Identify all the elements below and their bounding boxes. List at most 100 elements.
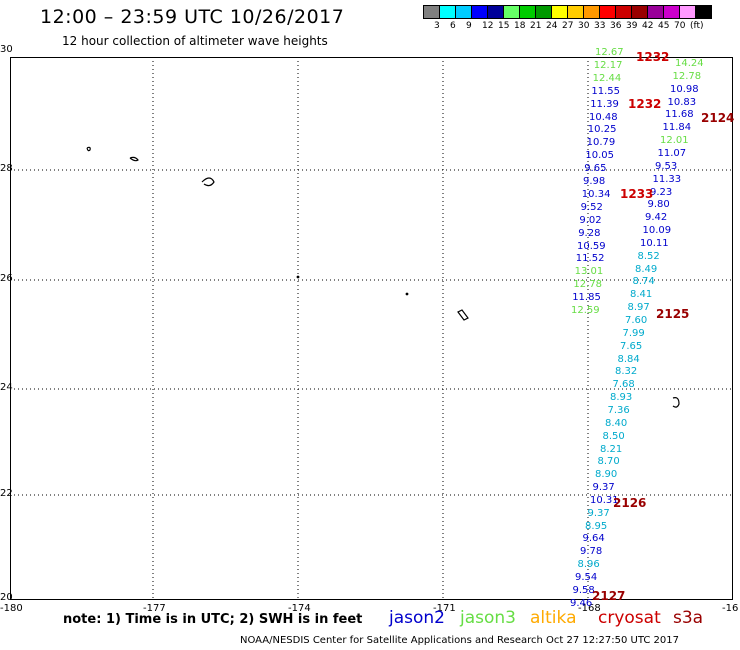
island-shape (457, 309, 469, 321)
grid-lines (10, 57, 733, 600)
legend-label: 42 (642, 21, 654, 31)
track2-value: 9.53 (655, 160, 678, 172)
legend-swatches (423, 5, 740, 19)
legend-label: 12 (482, 21, 494, 31)
legend-label: 6 (450, 21, 456, 31)
track2-value: 9.37 (592, 482, 615, 494)
track1-value: 12.78 (573, 279, 603, 291)
track2-value: 9.23 (650, 186, 673, 198)
track2-value: 11.07 (657, 147, 687, 159)
x-axis-label: -174 (288, 603, 311, 614)
track2-value: 7.99 (622, 327, 645, 339)
track2-value: 12.01 (660, 135, 689, 147)
track2-value: 7.60 (625, 315, 648, 326)
x-axis-label: -16 (722, 603, 739, 614)
legend-altika: altika (530, 608, 577, 628)
track2-value: 10.83 (667, 96, 697, 108)
track2-value: 9.78 (580, 546, 603, 558)
track2-value: 8.74 (632, 276, 655, 288)
track1-value: 12.59 (571, 305, 600, 316)
track1-value: 9.52 (580, 201, 603, 213)
track2-value: 8.50 (602, 430, 625, 442)
legend-label: 15 (498, 21, 510, 31)
track1-value: 10.34 (581, 188, 611, 200)
x-axis-label: -171 (433, 603, 456, 614)
track2-value: 12.78 (672, 70, 702, 82)
track2-value: 9.54 (575, 572, 598, 583)
island-outlines (86, 146, 680, 408)
track2-value: 8.41 (630, 289, 653, 301)
legend-label: 33 (594, 21, 606, 31)
island-shape (672, 397, 680, 408)
legend-label: 39 (626, 21, 638, 31)
island-shape (86, 146, 91, 152)
legend-jason2: jason2 (389, 608, 445, 628)
x-axis-label: -180 (0, 603, 23, 614)
track2-value: 8.49 (635, 263, 658, 275)
page-title: 12:00 – 23:59 UTC 10/26/2017 (40, 6, 345, 28)
track2-value: 8.70 (597, 456, 620, 468)
island-dot (405, 292, 409, 296)
track2-value: 7.68 (612, 379, 635, 391)
track1-value: 11.39 (590, 98, 619, 110)
y-axis-label: 24 (0, 382, 13, 393)
track2-value: 8.52 (637, 250, 660, 262)
time-label: 2124 (701, 111, 735, 125)
color-legend: 3 6 9 12 15 18 21 24 27 30 33 36 39 42 45 70 (ft) (423, 5, 740, 33)
legend-label: 70 (674, 21, 686, 31)
track2-value: 8.40 (605, 417, 628, 429)
track2-value: 9.80 (647, 199, 670, 211)
track1-value: 10.79 (586, 137, 616, 149)
legend-label: 9 (466, 21, 472, 31)
track1-value: 11.55 (591, 85, 621, 97)
time-label: 1232 (636, 50, 670, 64)
time-label: 2127 (592, 589, 626, 603)
track2-value: 9.58 (572, 584, 595, 596)
track2-value: 8.90 (595, 469, 618, 481)
track2-value: 8.93 (610, 392, 633, 404)
legend-label: 3 (434, 21, 440, 31)
track2-value: 8.32 (615, 366, 638, 378)
track2-value: 8.97 (627, 302, 650, 314)
track2-value: 10.11 (640, 237, 669, 249)
track2-value: 9.37 (587, 507, 610, 519)
track1-value: 9.98 (583, 176, 606, 187)
track1-value: 9.28 (578, 227, 601, 239)
legend-jason3: jason3 (460, 608, 516, 628)
track2-value: 14.24 (675, 58, 704, 69)
track1-value: 10.59 (577, 240, 606, 252)
y-axis-label: 28 (0, 163, 13, 174)
track1-value: 11.52 (575, 253, 605, 265)
time-label: 2125 (656, 307, 690, 321)
footer-note: note: 1) Time is in UTC; 2) SWH is in fe… (63, 612, 363, 627)
y-axis-label: 22 (0, 488, 13, 499)
time-label: 2126 (613, 496, 647, 510)
track2-value: 10.09 (642, 225, 672, 237)
x-axis-label: -168 (578, 603, 601, 614)
map-frame (10, 57, 733, 600)
track2-value: 10.31 (590, 494, 619, 506)
track2-value: 11.33 (652, 173, 682, 185)
legend-label: 27 (562, 21, 574, 31)
legend-label: 30 (578, 21, 590, 31)
track1-value: 9.65 (584, 163, 607, 175)
track2-value: 10.98 (670, 83, 699, 95)
y-axis-label: 20 (0, 592, 13, 603)
y-axis-label: 30 (0, 44, 13, 55)
track2-value: 7.65 (620, 340, 643, 352)
legend-label: 45 (658, 21, 670, 31)
track2-value: 9.64 (582, 533, 605, 545)
track2-value: 8.21 (600, 443, 623, 455)
track1-value: 9.02 (579, 214, 602, 226)
track2-value: 9.46 (570, 597, 593, 609)
track1-value: 12.67 (595, 47, 624, 58)
legend-label: 36 (610, 21, 622, 31)
legend-labels: 3 6 9 12 15 18 21 24 27 30 33 36 39 42 45 70 (ft) (423, 19, 740, 33)
track2-value: 8.95 (585, 520, 608, 532)
x-axis-label: -177 (143, 603, 166, 614)
legend-label: 24 (546, 21, 558, 31)
footer-credit: NOAA/NESDIS Center for Satellite Applica… (240, 635, 679, 646)
track1-value: 12.17 (593, 59, 623, 71)
track1-value: 11.85 (572, 292, 601, 304)
island-dot (296, 275, 300, 279)
